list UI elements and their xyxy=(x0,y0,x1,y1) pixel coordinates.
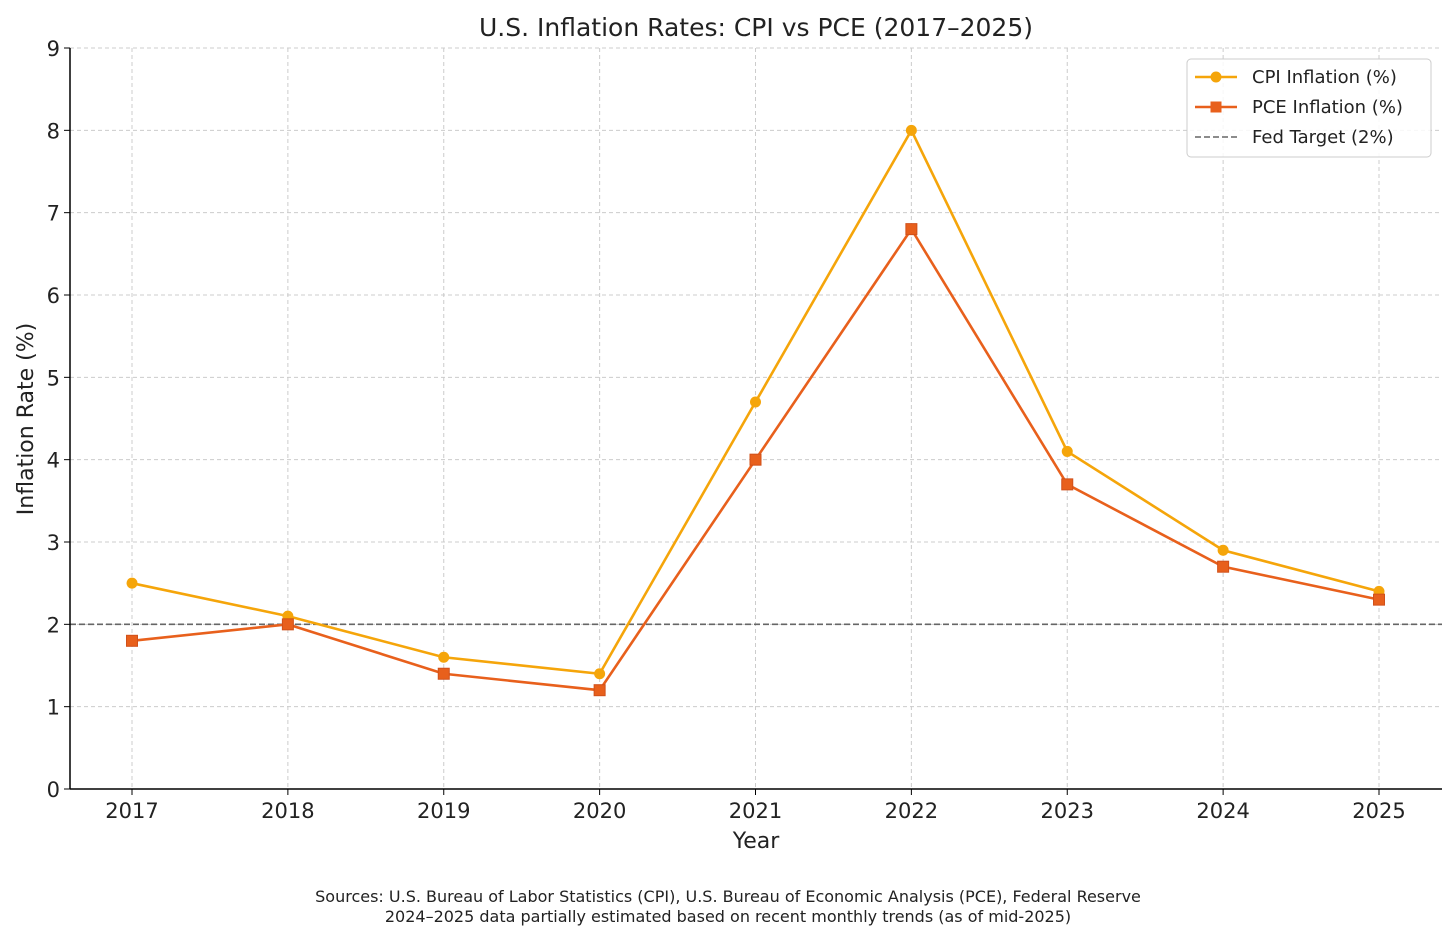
cpi-data-point xyxy=(750,396,761,408)
x-tick-label: 2025 xyxy=(1352,799,1405,823)
y-tick-label: 2 xyxy=(47,613,60,637)
pce-data-point xyxy=(281,618,294,631)
x-tick-label: 2022 xyxy=(885,799,938,823)
x-tick-label: 2024 xyxy=(1196,799,1249,823)
cpi-data-point xyxy=(126,577,138,589)
y-tick-label: 4 xyxy=(47,449,60,473)
legend-label: PCE Inflation (%) xyxy=(1252,97,1403,118)
x-tick-label: 2023 xyxy=(1041,799,1094,823)
footnote-line-1: Sources: U.S. Bureau of Labor Statistics… xyxy=(315,887,1141,906)
axes: 2017 2018 2019 2020 2021 2022 2023 2024 2025 0 1 2 3… xyxy=(47,37,1442,823)
y-tick-label: 5 xyxy=(47,366,60,390)
y-axis-label: Inflation Rate (%) xyxy=(14,323,39,515)
pce-data-point xyxy=(905,223,918,236)
cpi-data-point xyxy=(594,668,606,680)
legend-square-marker xyxy=(1210,101,1222,113)
x-tick-label: 2020 xyxy=(573,799,626,823)
chart-title: U.S. Inflation Rates: CPI vs PCE (2017–2… xyxy=(479,13,1033,42)
pce-data-point xyxy=(1061,478,1074,491)
x-tick-label: 2018 xyxy=(261,799,314,823)
grid xyxy=(70,47,1442,790)
x-axis-label: Year xyxy=(732,829,781,854)
y-tick-label: 7 xyxy=(47,202,60,226)
pce-data-point xyxy=(1217,560,1230,573)
cpi-data-point xyxy=(1061,445,1073,457)
y-tick-label: 8 xyxy=(47,119,60,143)
legend-box xyxy=(1186,58,1432,158)
x-tick-label: 2019 xyxy=(417,799,470,823)
y-tick-label: 0 xyxy=(47,778,60,802)
cpi-data-point xyxy=(1217,544,1229,556)
y-tick-label: 9 xyxy=(47,37,60,61)
legend: CPI Inflation (%) PCE Inflation (%) Fed Ta… xyxy=(1186,58,1432,158)
pce-data-point xyxy=(1373,593,1385,606)
x-tick-label: 2017 xyxy=(105,799,158,823)
pce-data-point xyxy=(126,634,138,647)
pce-data-point xyxy=(437,667,450,680)
legend-circle-marker xyxy=(1210,71,1222,83)
series-group xyxy=(126,124,1385,697)
legend-label: CPI Inflation (%) xyxy=(1252,67,1397,88)
pce-data-point xyxy=(749,453,762,466)
cpi-data-point xyxy=(905,124,917,136)
x-tick-label: 2021 xyxy=(729,799,782,823)
pce-data-point xyxy=(593,684,606,697)
footnote-line-2: 2024–2025 data partially estimated based… xyxy=(385,907,1071,926)
cpi-data-point xyxy=(438,651,450,663)
legend-label: Fed Target (2%) xyxy=(1252,127,1394,148)
y-tick-label: 1 xyxy=(47,696,60,720)
y-tick-label: 6 xyxy=(47,284,60,308)
y-tick-label: 3 xyxy=(47,531,60,555)
